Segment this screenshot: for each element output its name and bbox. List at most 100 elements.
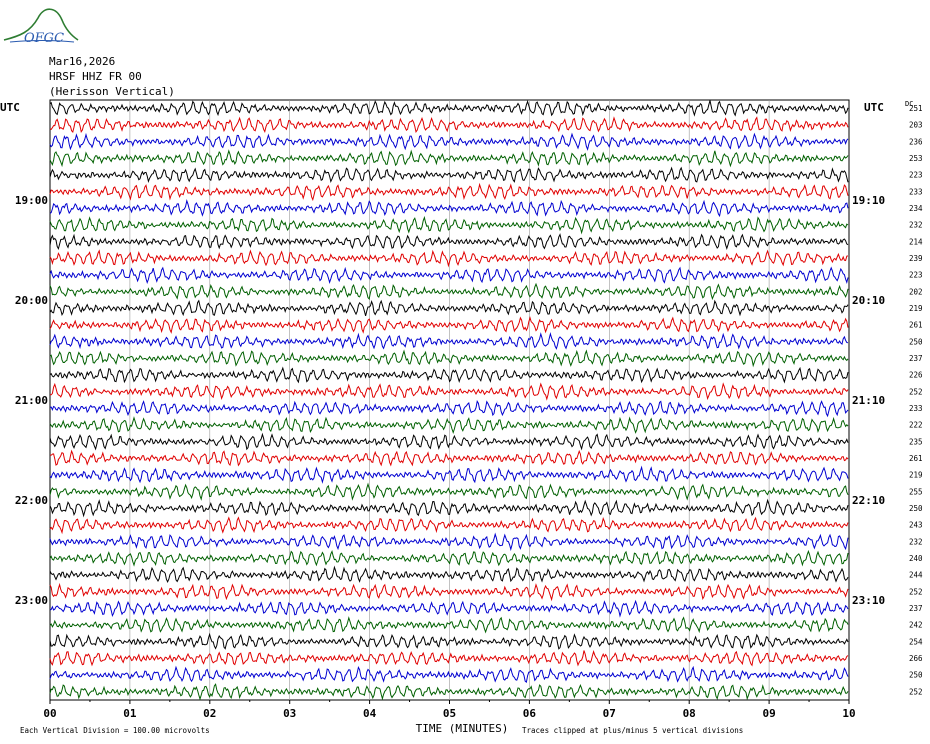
left-hour-label: 19:00	[15, 194, 48, 207]
dc-offset-label: 255	[909, 487, 923, 496]
logo-text: OFGC	[24, 31, 64, 46]
x-tick-label: 10	[842, 707, 855, 720]
dc-offset-label: 253	[909, 154, 923, 163]
seismic-trace	[49, 599, 849, 618]
dc-offset-label: 202	[909, 287, 923, 296]
dc-offset-label: 250	[909, 337, 923, 346]
seismic-trace	[49, 416, 849, 435]
seismic-trace	[49, 299, 849, 317]
seismic-trace	[49, 331, 849, 350]
right-hour-label: 23:10	[852, 594, 885, 607]
seismic-trace	[49, 132, 849, 151]
dc-offset-label: 222	[909, 421, 923, 430]
seismic-trace	[49, 532, 849, 552]
logo-mountain-icon	[3, 8, 79, 41]
dc-offset-label: 244	[909, 571, 923, 580]
seismic-trace	[49, 149, 849, 168]
dc-offset-label: 219	[909, 304, 923, 313]
seismic-trace	[50, 382, 849, 401]
dc-offset-label: 232	[909, 221, 923, 230]
seismic-trace	[49, 215, 849, 235]
x-tick-label: 04	[363, 707, 377, 720]
seismic-trace	[49, 665, 849, 683]
vertical-division-note: Each Vertical Division = 100.00 microvol…	[20, 726, 210, 735]
dc-offset-label: 223	[909, 171, 923, 180]
dc-header-label: DC	[905, 100, 913, 108]
dc-offset-label: 237	[909, 354, 923, 363]
seismic-trace	[49, 498, 849, 518]
seismic-trace	[49, 116, 849, 134]
x-tick-label: 07	[603, 707, 616, 720]
seismic-trace	[49, 432, 849, 451]
seismic-trace	[49, 400, 849, 418]
seismic-trace	[49, 366, 849, 384]
x-axis-title: TIME (MINUTES)	[416, 722, 509, 735]
left-utc-label: UTC	[0, 101, 20, 114]
seismic-trace	[49, 166, 849, 184]
seismic-trace	[49, 632, 849, 650]
seismic-trace	[49, 182, 849, 202]
x-tick-label: 00	[43, 707, 56, 720]
dc-offset-label: 226	[909, 371, 923, 380]
station-code: HRSF HHZ FR 00	[49, 70, 142, 83]
dc-offset-label: 236	[909, 137, 923, 146]
seismic-trace	[49, 449, 849, 467]
x-tick-label: 09	[762, 707, 775, 720]
seismic-trace	[49, 516, 849, 535]
dc-offset-label: 252	[909, 687, 923, 696]
dc-offset-label: 252	[909, 387, 923, 396]
dc-offset-label: 239	[909, 254, 923, 263]
x-tick-label: 05	[443, 707, 456, 720]
dc-offset-label: 261	[909, 321, 923, 330]
seismic-trace	[49, 249, 849, 268]
seismic-trace	[49, 266, 849, 285]
x-tick-label: 06	[523, 707, 537, 720]
right-hour-label: 21:10	[852, 394, 885, 407]
seismic-trace	[49, 616, 849, 634]
seismic-trace	[49, 198, 849, 218]
seismic-trace	[49, 316, 849, 334]
x-tick-label: 01	[123, 707, 137, 720]
left-hour-label: 23:00	[15, 594, 48, 607]
dc-offset-label: 266	[909, 654, 923, 663]
plot-grid	[49, 99, 850, 704]
clipping-note: Traces clipped at plus/minus 5 vertical …	[522, 726, 743, 735]
dc-offset-label: 234	[909, 204, 923, 213]
seismic-trace	[49, 233, 849, 251]
dc-offset-label: 233	[909, 404, 923, 413]
dc-offset-label: 237	[909, 604, 923, 613]
seismic-trace	[49, 549, 849, 567]
seismic-trace	[49, 565, 849, 583]
label-group: 00 01 02 03 04 05 06 07 08 09 10 251 203 236 253 223 233…	[0, 100, 923, 735]
dc-offset-label: 233	[909, 187, 923, 196]
right-hour-label: 22:10	[852, 494, 885, 507]
left-hour-label: 21:00	[15, 394, 48, 407]
dc-offset-label: 242	[909, 621, 923, 630]
dc-offset-label: 252	[909, 587, 923, 596]
left-hour-label: 20:00	[15, 294, 48, 307]
dc-offset-label: 223	[909, 271, 923, 280]
dc-offset-label: 250	[909, 504, 923, 513]
record-date: Mar16,2026	[49, 55, 116, 68]
right-utc-label: UTC	[864, 101, 884, 114]
logo-underline	[9, 40, 75, 43]
x-tick-label: 02	[203, 707, 216, 720]
x-tick-label: 03	[283, 707, 296, 720]
seismic-trace	[49, 582, 849, 602]
right-hour-label: 20:10	[852, 294, 885, 307]
seismic-trace	[49, 683, 849, 701]
dc-offset-label: 240	[909, 554, 923, 563]
seismic-trace	[49, 482, 849, 501]
x-tick-label: 08	[683, 707, 696, 720]
seismic-trace	[49, 650, 849, 667]
dc-offset-label: 219	[909, 471, 923, 480]
dc-offset-label: 235	[909, 437, 923, 446]
dc-offset-label: 251	[909, 104, 923, 113]
seismic-trace	[49, 282, 849, 301]
trace-group	[49, 100, 849, 701]
dc-offset-label: 232	[909, 537, 923, 546]
right-hour-label: 19:10	[852, 194, 885, 207]
left-hour-label: 22:00	[15, 494, 48, 507]
seismic-trace	[49, 465, 849, 484]
